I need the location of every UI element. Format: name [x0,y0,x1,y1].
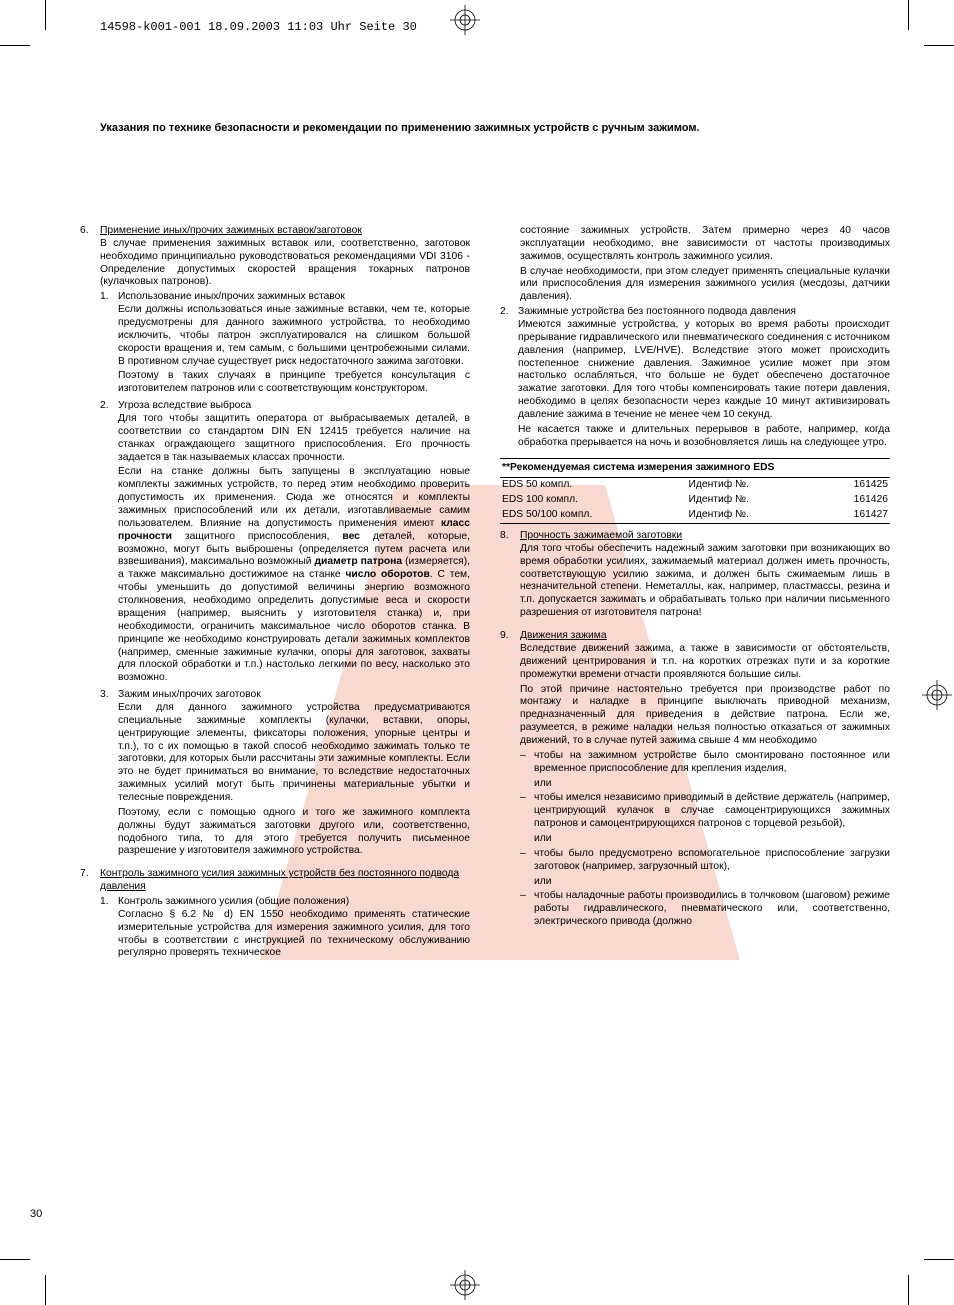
section-paragraph: Для того чтобы обеспечить надежный зажим… [520,543,890,620]
sub-title: Зажим иных/прочих заготовок [118,689,470,702]
list-item: или [520,876,890,889]
print-header: 14598-k001-001 18.09.2003 11:03 Uhr Seit… [100,20,417,34]
subitem-7-2: 2. Зажимные устройства без постоянного п… [500,306,890,451]
continuation-block: состояние зажимных устройств. Затем прим… [520,225,890,304]
sub-paragraph: Если для данного зажимного устройства пр… [118,702,470,805]
section-title: Движения зажима [520,630,890,643]
list-item: –чтобы наладочные работы производились в… [520,890,890,929]
sub-title: Контроль зажимного усилия (общие положен… [118,896,470,909]
sub-paragraph: Имеются зажимные устройства, у которых в… [518,319,890,422]
left-column: 6. Применение иных/прочих зажимных встав… [80,225,470,962]
subitem-7-1: 1. Контроль зажимного усилия (общие поло… [100,896,470,962]
table-row: EDS 50 компл.Идентиф №.161425 [500,478,890,493]
sub-paragraph: Поэтому, если с помощью одного и того же… [118,807,470,858]
section-paragraph: По этой причине настоятельно требуется п… [520,684,890,748]
section-title: Применение иных/прочих зажимных вставок/… [100,225,470,238]
subitem-6-1: 1. Использование иных/прочих зажимных вс… [100,291,470,398]
cont-paragraph: В случае необходимости, при этом следует… [520,266,890,305]
dash-list: –чтобы на зажимном устройстве было смонт… [520,750,890,929]
list-item: или [520,833,890,846]
table-title: **Рекомендуемая система измерения зажимн… [500,458,890,478]
sub-paragraph: Не касается также и длительных перерывов… [518,424,890,450]
section-paragraph: Вследствие движений зажима, а также в за… [520,643,890,682]
section-number: 7. [80,868,100,962]
section-title: Прочность зажимаемой заготовки [520,530,890,543]
right-column: состояние зажимных устройств. Затем прим… [500,225,890,962]
section-6: 6. Применение иных/прочих зажимных встав… [80,225,470,860]
section-intro: В случае применения зажимных вставок или… [100,238,470,289]
sub-number: 1. [100,291,118,398]
table-row: EDS 50/100 компл.Идентиф №.161427 [500,508,890,523]
section-title: Контроль зажимного усилия зажимных устро… [100,868,470,894]
section-7: 7. Контроль зажимного усилия зажимных ус… [80,868,470,962]
sub-paragraph: Для того чтобы защитить оператора от выб… [118,413,470,464]
subitem-6-3: 3. Зажим иных/прочих заготовок Если для … [100,689,470,860]
page-heading: Указания по технике безопасности и реком… [100,122,904,134]
subitem-6-2: 2. Угроза вследствие выброса Для того чт… [100,400,470,687]
table-row: EDS 100 компл.Идентиф №.161426 [500,493,890,508]
page-number: 30 [30,1208,42,1220]
content-columns: 6. Применение иных/прочих зажимных встав… [80,225,890,962]
sub-number: 3. [100,689,118,860]
section-number: 8. [500,530,520,622]
list-item: –чтобы имелся независимо приводимый в де… [520,792,890,831]
section-9: 9. Движения зажима Вследствие движений з… [500,630,890,931]
sub-number: 2. [100,400,118,687]
sub-paragraph: Если на станке должны быть запущены в эк… [118,466,470,685]
sub-paragraph: Поэтому в таких случаях в принципе требу… [118,370,470,396]
sub-title: Зажимные устройства без постоянного подв… [518,306,890,319]
eds-table: **Рекомендуемая система измерения зажимн… [500,458,890,524]
sub-number: 2. [500,306,518,451]
sub-paragraph: Если должны использоваться иные зажимные… [118,304,470,368]
cont-paragraph: состояние зажимных устройств. Затем прим… [520,225,890,264]
section-8: 8. Прочность зажимаемой заготовки Для то… [500,530,890,622]
list-item: или [520,778,890,791]
list-item: –чтобы было предусмотрено вспомогательно… [520,848,890,874]
list-item: –чтобы на зажимном устройстве было смонт… [520,750,890,776]
sub-number: 1. [100,896,118,962]
section-number: 6. [80,225,100,860]
sub-title: Угроза вследствие выброса [118,400,470,413]
sub-paragraph: Согласно § 6.2 № d) EN 1550 необходимо п… [118,909,470,960]
section-number: 9. [500,630,520,931]
sub-title: Использование иных/прочих зажимных встав… [118,291,470,304]
